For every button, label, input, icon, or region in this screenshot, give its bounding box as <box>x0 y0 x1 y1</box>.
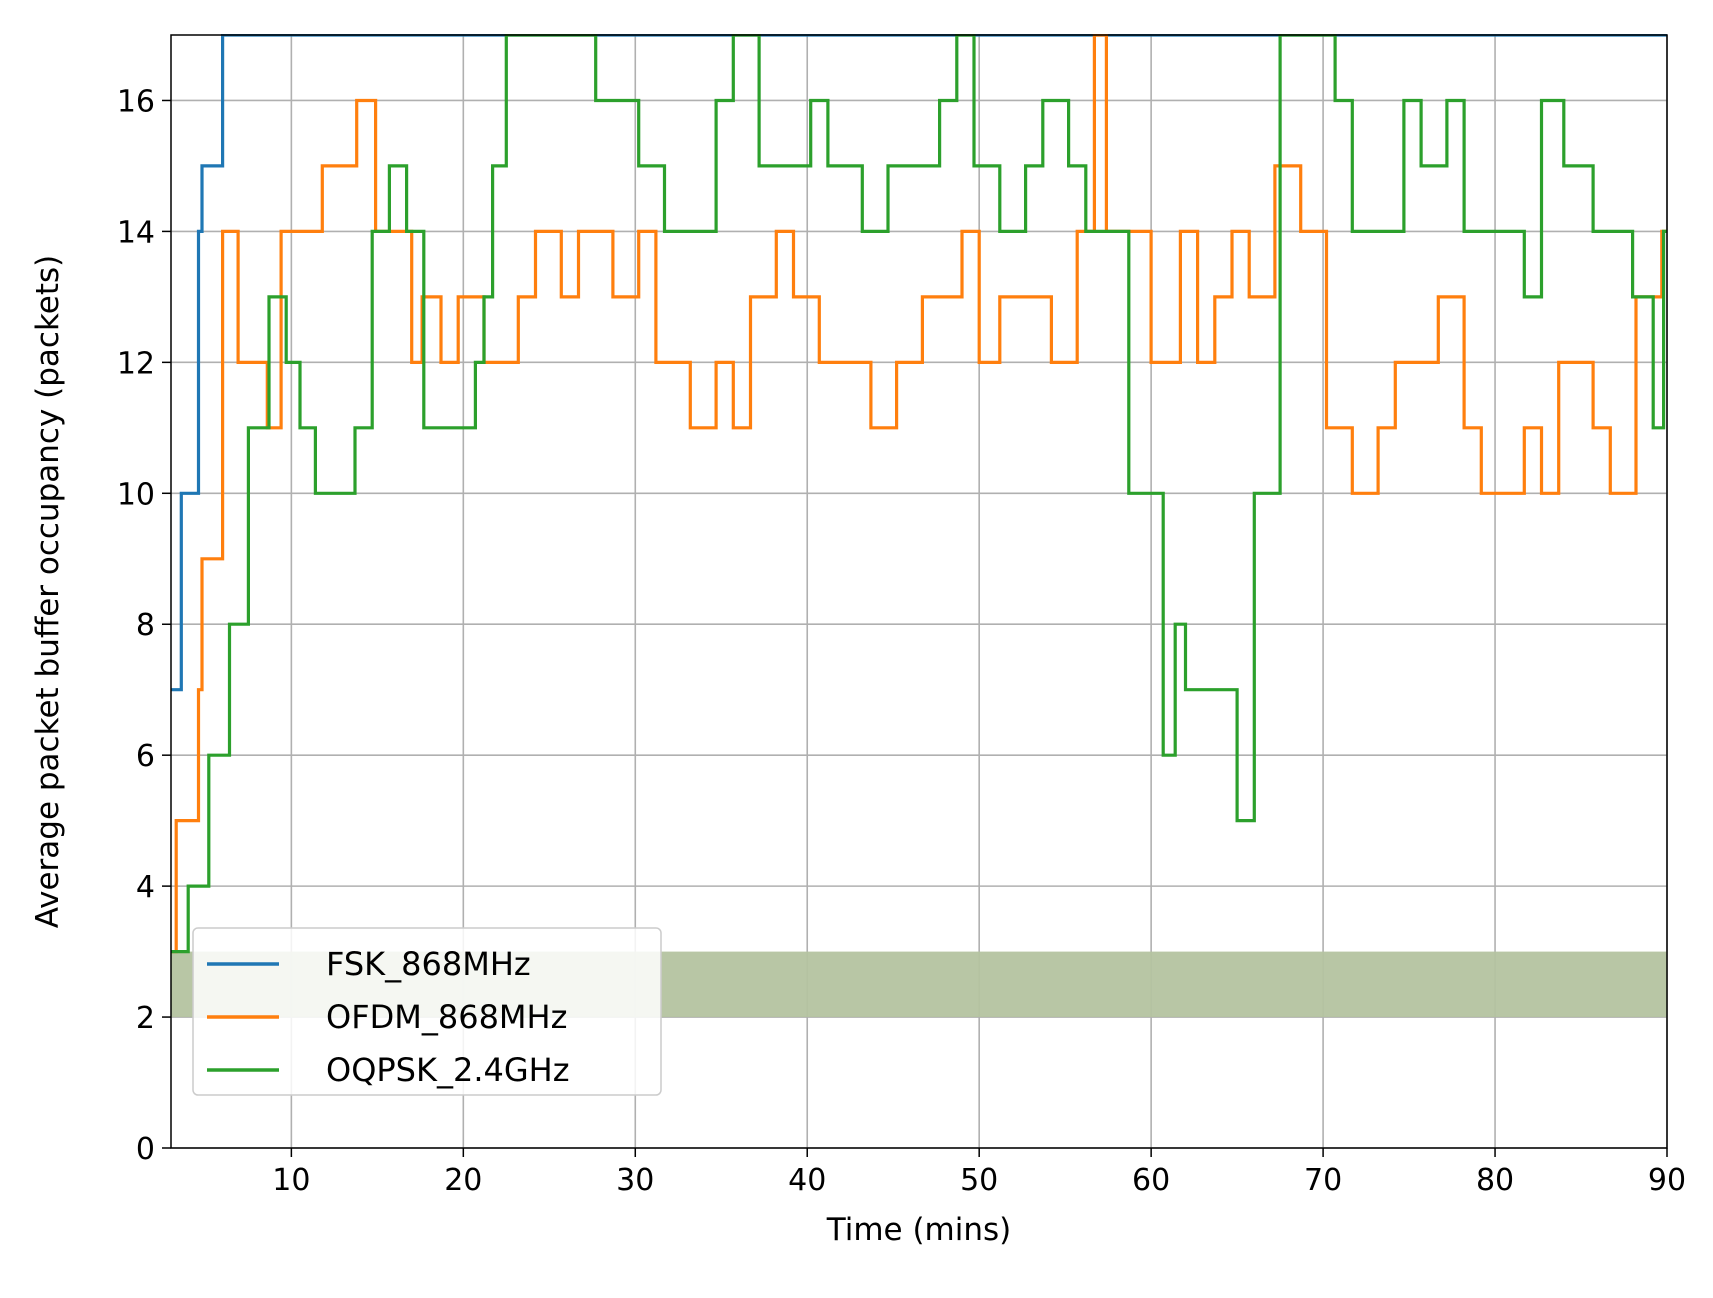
y-tick-label: 2 <box>136 1001 155 1036</box>
y-tick-label: 8 <box>136 608 155 643</box>
legend-label-fsk: FSK_868MHz <box>326 945 531 983</box>
y-tick-label: 10 <box>117 477 155 512</box>
y-tick-label: 12 <box>117 346 155 381</box>
legend-box <box>192 927 662 1096</box>
x-tick-label: 90 <box>1648 1163 1686 1198</box>
legend-label-oqpsk: OQPSK_2.4GHz <box>326 1051 570 1089</box>
x-tick-label: 40 <box>788 1163 826 1198</box>
x-tick-label: 50 <box>960 1163 998 1198</box>
x-tick-label: 80 <box>1476 1163 1514 1198</box>
x-tick-label: 10 <box>272 1163 310 1198</box>
y-tick-label: 6 <box>136 739 155 774</box>
series-line-2 <box>171 34 1667 954</box>
y-tick-label: 0 <box>136 1132 155 1167</box>
axis-ticks: 10 20 30 40 50 60 70 80 90 0 2 4 6 8 10 12 14 16 <box>117 84 1686 1198</box>
x-tick-label: 30 <box>616 1163 654 1198</box>
x-tick-label: 20 <box>444 1163 482 1198</box>
legend-label-ofdm: OFDM_868MHz <box>326 998 567 1036</box>
plot-area-frame <box>170 34 1668 1149</box>
x-tick-label: 60 <box>1132 1163 1170 1198</box>
series-line-1 <box>171 34 1667 954</box>
y-tick-label: 4 <box>136 870 155 905</box>
y-tick-label: 14 <box>117 215 155 250</box>
series-line-0 <box>171 34 1667 692</box>
y-axis-label: Average packet buffer occupancy (packets… <box>30 255 66 929</box>
series-lines <box>171 34 1667 954</box>
legend: FSK_868MHz OFDM_868MHz OQPSK_2.4GHz <box>192 927 662 1096</box>
x-tick-label: 70 <box>1304 1163 1342 1198</box>
x-axis-label: Time (mins) <box>826 1212 1012 1248</box>
y-tick-label: 16 <box>117 84 155 119</box>
